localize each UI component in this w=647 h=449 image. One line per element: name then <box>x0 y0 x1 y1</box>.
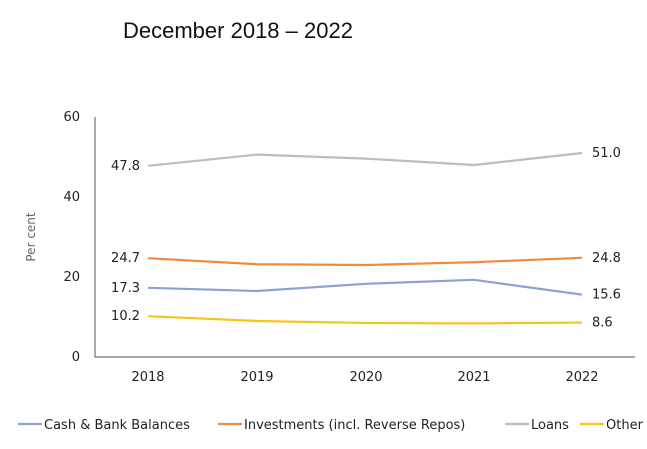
chart-legend: Cash & Bank Balances Investments (incl. R… <box>18 418 644 433</box>
series-lines <box>147 151 583 325</box>
data-label: 15.6 <box>592 288 621 303</box>
series-line <box>147 278 583 296</box>
legend-label: Cash & Bank Balances <box>44 418 190 433</box>
data-label: 17.3 <box>111 281 140 296</box>
legend-label: Other <box>606 418 644 433</box>
data-label: 47.8 <box>111 159 140 174</box>
y-tick-label: 20 <box>63 270 80 285</box>
y-tick-label: 40 <box>63 190 80 205</box>
series-line <box>147 151 583 167</box>
data-labels: 17.3 15.6 24.7 24.8 47.8 51.0 10.2 8.6 <box>111 146 621 331</box>
x-tick-label: 2020 <box>349 370 382 385</box>
data-label: 24.7 <box>111 251 140 266</box>
legend-label: Investments (incl. Reverse Repos) <box>244 418 465 433</box>
x-tick-label: 2022 <box>565 370 598 385</box>
legend-label: Loans <box>531 418 569 433</box>
x-tick-label: 2018 <box>131 370 164 385</box>
y-tick-label: 0 <box>72 350 80 365</box>
data-label: 24.8 <box>592 251 621 266</box>
series-line <box>147 256 583 267</box>
y-axis-title: Per cent <box>24 212 38 262</box>
chart-subtitle: December 2018 – 2022 <box>123 18 353 43</box>
y-tick-label: 60 <box>63 110 80 125</box>
chart-axes: 0 20 40 60 2018 2019 2020 2021 2022 Per cent <box>24 110 635 385</box>
data-label: 51.0 <box>592 146 621 161</box>
data-label: 8.6 <box>592 316 613 331</box>
x-tick-label: 2019 <box>240 370 273 385</box>
x-tick-label: 2021 <box>457 370 490 385</box>
data-label: 10.2 <box>111 309 140 324</box>
series-line <box>147 315 583 325</box>
